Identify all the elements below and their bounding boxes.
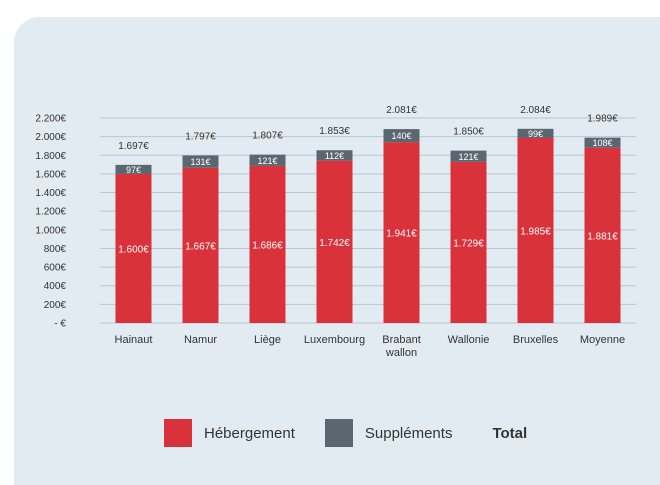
data-label-hebergement: 1.742€	[319, 238, 350, 249]
y-tick-label: 1.000€	[35, 225, 66, 236]
y-tick-label: - €	[54, 319, 66, 330]
data-label-supplements: 112€	[325, 151, 344, 161]
bar-hebergement	[383, 142, 420, 323]
x-tick-label: Moyenne	[580, 334, 625, 346]
y-tick-label: 800€	[44, 244, 67, 255]
bar-supplements	[450, 150, 487, 162]
y-tick-label: 1.400€	[35, 188, 66, 199]
data-label-total: 1.807€	[252, 131, 283, 142]
y-tick-label: 600€	[44, 263, 67, 274]
data-label-hebergement: 1.881€	[587, 231, 618, 242]
data-label-hebergement: 1.600€	[118, 244, 149, 255]
bar-hebergement	[584, 147, 621, 323]
x-tick-label: Wallonie	[448, 334, 490, 346]
data-label-supplements: 140€	[391, 131, 411, 141]
y-tick-label: 1.800€	[35, 151, 66, 162]
bar-hebergement	[450, 161, 487, 323]
data-label-supplements: 108€	[592, 138, 612, 148]
bar-supplements	[383, 129, 420, 143]
x-tick-label: Luxembourg	[304, 334, 365, 346]
data-label-supplements: 121€	[257, 156, 277, 166]
y-tick-label: 2.000€	[35, 132, 66, 143]
bar-supplements	[316, 150, 353, 161]
bar-hebergement	[182, 167, 219, 323]
bar-supplements	[584, 137, 621, 148]
data-label-supplements: 131€	[190, 157, 210, 167]
data-label-total: 2.081€	[386, 105, 417, 116]
legend-label-hebergement: Hébergement	[204, 424, 295, 442]
data-label-hebergement: 1.941€	[386, 229, 417, 240]
legend-label-total: Total	[492, 424, 528, 442]
data-label-supplements: 99€	[528, 129, 543, 139]
chart-card: - € 200€ 400€ 600€ 800€ 1.000€ 1.200€ 1.400€ 1.6…	[14, 17, 660, 485]
data-label-total: 1.697€	[118, 141, 149, 152]
bar-hebergement	[517, 138, 554, 323]
legend-item-hebergement: Hébergement	[164, 419, 295, 447]
legend-item-supplements: Suppléments	[324, 419, 453, 447]
stacked-bar-chart: - € 200€ 400€ 600€ 800€ 1.000€ 1.200€ 1.400€ 1.6…	[35, 105, 636, 359]
y-tick-label: 2.200€	[35, 114, 66, 125]
data-label-hebergement: 1.729€	[453, 238, 484, 249]
data-label-total: 1.850€	[453, 127, 484, 138]
bar-supplements	[182, 155, 219, 168]
y-tick-label: 1.200€	[35, 207, 66, 218]
data-label-total: 2.084€	[520, 105, 551, 116]
x-tick-label: Hainaut	[115, 334, 153, 346]
data-label-hebergement: 1.667€	[185, 241, 216, 252]
x-tick-label: Namur	[184, 334, 217, 346]
data-label-supplements: 97€	[126, 165, 141, 175]
bar-hebergement	[115, 173, 152, 323]
data-label-total: 1.853€	[319, 126, 350, 137]
y-tick-label: 400€	[44, 281, 67, 292]
bar-supplements	[249, 154, 286, 166]
bar-supplements	[517, 128, 554, 139]
legend-label-supplements: Suppléments	[364, 424, 453, 442]
x-tick-label: Bruxelles	[513, 334, 559, 346]
bar-hebergement	[249, 165, 286, 323]
bar-hebergement	[316, 160, 353, 323]
legend-swatch-supplements	[324, 419, 353, 447]
y-tick-label: 1.600€	[35, 169, 66, 180]
x-tick-label: wallon	[385, 347, 417, 359]
data-label-supplements: 121€	[458, 152, 478, 162]
legend-swatch-hebergement	[164, 419, 192, 447]
legend: Hébergement Suppléments Total	[164, 419, 527, 447]
y-tick-label: 200€	[44, 300, 67, 311]
data-label-total: 1.989€	[587, 114, 618, 125]
x-tick-label: Brabant	[382, 334, 421, 346]
data-label-total: 1.797€	[185, 131, 216, 142]
data-label-hebergement: 1.985€	[520, 227, 551, 238]
bar-supplements	[115, 164, 152, 174]
x-tick-label: Liège	[254, 334, 281, 346]
data-label-hebergement: 1.686€	[252, 240, 283, 251]
